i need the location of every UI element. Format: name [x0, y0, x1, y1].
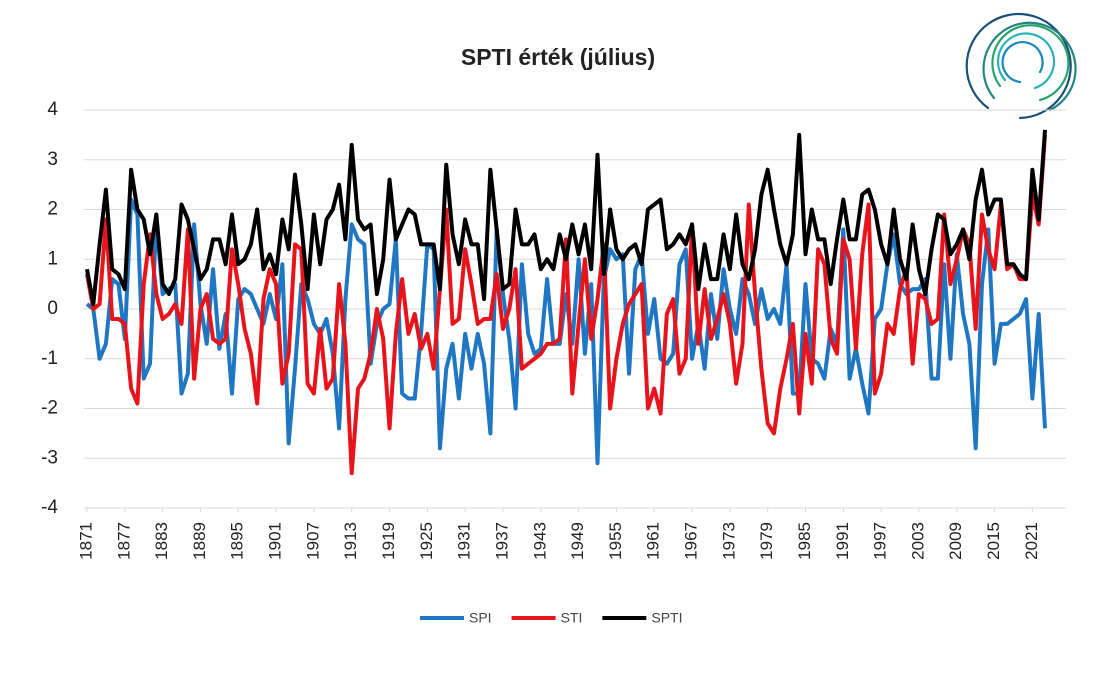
series-line [85, 134, 1047, 476]
x-tick-label: 1889 [190, 522, 209, 560]
y-tick-label: 2 [47, 199, 58, 220]
logo [965, 12, 1077, 120]
series-line [85, 197, 1047, 466]
x-tick-label: 2015 [984, 522, 1003, 560]
x-tick-label: 1937 [492, 522, 511, 560]
x-tick-label: 2021 [1022, 522, 1041, 560]
y-tick-label: -3 [41, 447, 58, 468]
legend-label: SPI [469, 610, 492, 626]
chart-title: SPTI érték (július) [461, 44, 655, 70]
x-tick-label: 2009 [946, 522, 965, 560]
y-tick-label: -4 [41, 497, 58, 518]
y-tick-label: -2 [41, 398, 58, 419]
x-tick-label: 1979 [757, 522, 776, 560]
x-tick-label: 1997 [871, 522, 890, 560]
x-tick-label: 1877 [114, 522, 133, 560]
x-tick-label: 1961 [644, 522, 663, 560]
x-tick-label: 1925 [417, 522, 436, 560]
legend: SPI STI SPTI [420, 610, 682, 626]
x-tick-label: 1913 [341, 522, 360, 560]
y-tick-label: 0 [47, 298, 58, 319]
legend-label: SPTI [651, 610, 682, 626]
x-tick-label: 1883 [152, 522, 171, 560]
x-tick-label: 1949 [568, 522, 587, 560]
x-tick-label: 1907 [303, 522, 322, 560]
y-tick-label: -1 [41, 348, 58, 369]
x-tick-label: 1967 [682, 522, 701, 560]
y-tick-label: 3 [47, 149, 58, 170]
x-tick-label: 2003 [908, 522, 927, 560]
x-tick-label: 1871 [76, 522, 95, 560]
x-tick-label: 1895 [228, 522, 247, 560]
x-tick-label: 1973 [719, 522, 738, 560]
x-tick-label: 1943 [530, 522, 549, 560]
x-tick-label: 1901 [266, 522, 285, 560]
plot [85, 129, 1047, 476]
x-tick-label: 1919 [379, 522, 398, 560]
y-tick-label: 1 [47, 248, 58, 269]
x-tick-label: 1931 [455, 522, 474, 560]
legend-label: STI [561, 610, 583, 626]
x-tick-label: 1985 [795, 522, 814, 560]
x-tick-label: 1991 [833, 522, 852, 560]
y-tick-label: 4 [47, 99, 58, 120]
series-line [85, 129, 1047, 307]
x-tick-label: 1955 [606, 522, 625, 560]
